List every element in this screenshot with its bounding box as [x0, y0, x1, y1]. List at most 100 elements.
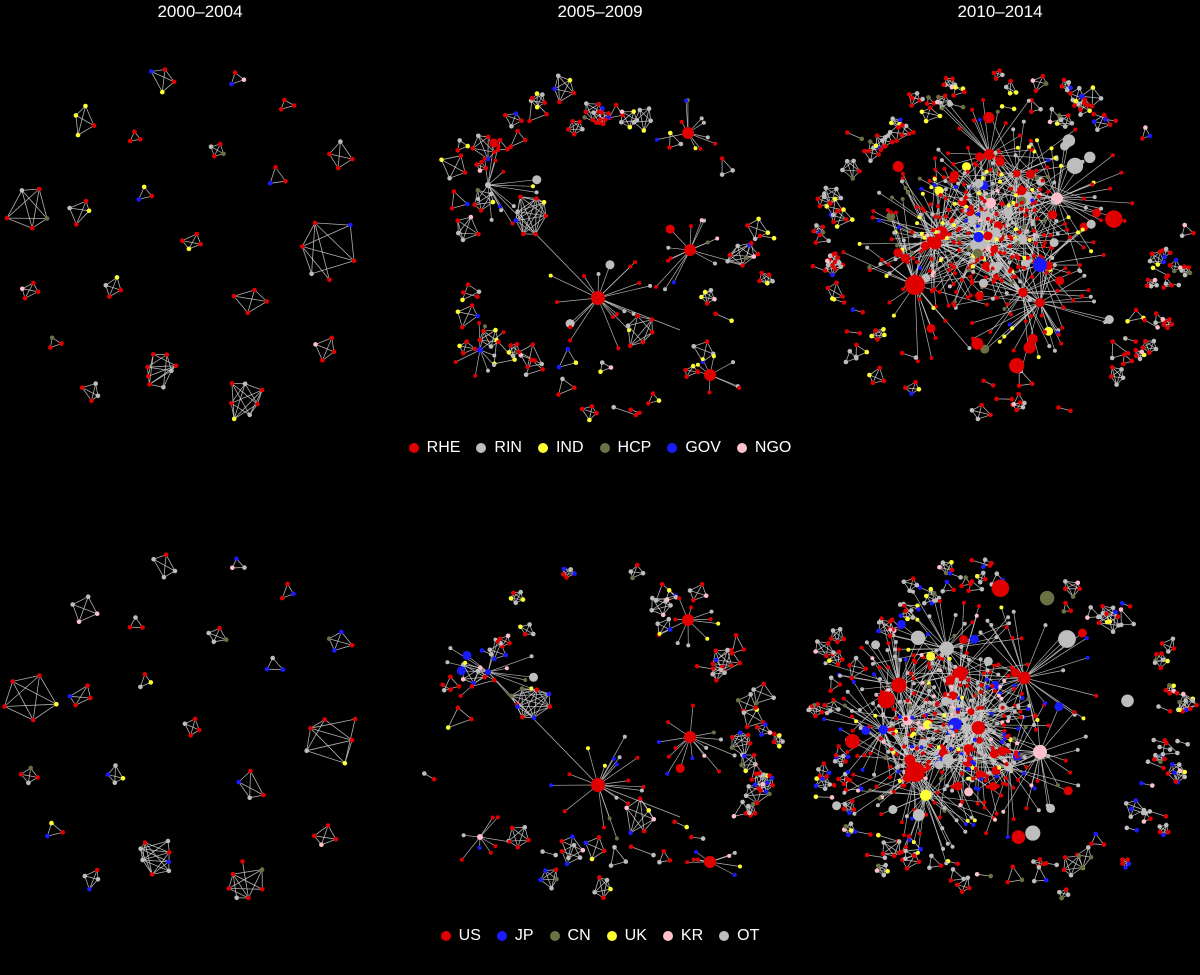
network-node: [1153, 320, 1158, 326]
network-edge: [306, 750, 346, 764]
network-edge: [847, 132, 862, 140]
network-node: [991, 279, 996, 284]
network-node: [1007, 269, 1012, 274]
network-edge: [82, 387, 99, 397]
network-edge: [558, 387, 575, 395]
network-node: [906, 92, 912, 97]
network-edge: [875, 715, 908, 721]
network-node: [510, 221, 515, 226]
network-node: [525, 364, 530, 370]
network-node: [1014, 285, 1019, 290]
network-node: [490, 815, 495, 820]
network-node: [704, 745, 709, 750]
network-node: [950, 867, 956, 872]
network-node: [513, 218, 518, 223]
network-node: [943, 187, 948, 192]
network-edge: [842, 160, 854, 171]
network-node: [73, 113, 79, 118]
network-node: [666, 754, 671, 759]
network-node: [527, 118, 532, 124]
network-edge: [1007, 879, 1023, 883]
network-node: [506, 350, 512, 355]
network-node: [1187, 270, 1193, 276]
network-node: [710, 666, 716, 671]
network-node: [648, 118, 653, 124]
network-node: [641, 828, 647, 834]
network-edge: [489, 649, 506, 656]
network-node: [1120, 857, 1125, 862]
network-node: [966, 588, 971, 594]
network-node: [473, 373, 478, 378]
network-edge: [756, 697, 774, 704]
network-edge: [520, 196, 536, 235]
network-edge: [562, 378, 575, 389]
network-edge: [75, 115, 79, 136]
network-edge: [1125, 803, 1132, 817]
network-edge: [301, 222, 316, 247]
network-node: [1023, 213, 1028, 218]
network-edge: [108, 277, 118, 297]
network-edge: [961, 877, 969, 892]
network-node: [1036, 864, 1042, 870]
network-node: [969, 557, 974, 563]
network-node: [478, 665, 483, 670]
network-edge: [301, 246, 312, 274]
network-node: [930, 273, 935, 278]
network-edge: [21, 190, 33, 229]
network-node: [675, 763, 685, 773]
network-edge: [959, 128, 990, 155]
network-node: [831, 650, 836, 655]
network-node: [145, 373, 151, 379]
network-node: [1124, 825, 1130, 831]
network-node: [534, 190, 539, 195]
network-node: [501, 169, 506, 174]
network-edge: [914, 284, 919, 362]
network-node: [824, 774, 829, 779]
network-node: [932, 156, 937, 161]
network-edge: [748, 786, 758, 804]
network-node: [1065, 227, 1070, 232]
network-node: [133, 615, 138, 620]
network-edge: [479, 349, 489, 371]
network-node: [1088, 854, 1094, 860]
network-edge: [508, 826, 526, 842]
network-edge: [75, 685, 88, 706]
network-edge: [457, 311, 478, 317]
network-edge: [1130, 809, 1145, 818]
network-node: [1025, 169, 1035, 179]
network-node: [945, 221, 950, 226]
network-node: [682, 614, 694, 626]
network-edge: [946, 727, 979, 786]
network-node: [913, 355, 919, 360]
network-node: [993, 150, 998, 155]
network-node: [1141, 819, 1147, 824]
network-node: [457, 138, 463, 143]
network-edge: [142, 859, 153, 875]
network-edge: [1016, 173, 1059, 234]
network-node: [127, 138, 133, 144]
network-edge: [462, 233, 479, 241]
network-node: [833, 753, 839, 758]
network-edge: [487, 184, 515, 207]
network-node: [930, 212, 935, 217]
network-node: [1060, 325, 1065, 330]
network-node: [469, 303, 475, 308]
network-edge: [161, 69, 166, 93]
network-edge: [914, 771, 944, 850]
network-node: [1033, 241, 1038, 246]
network-edge: [1001, 607, 1025, 679]
network-edge: [608, 104, 617, 119]
network-edge: [643, 818, 655, 832]
network-node: [902, 603, 907, 608]
network-edge: [731, 732, 741, 748]
network-edge: [1013, 611, 1025, 678]
network-edge: [851, 716, 916, 773]
network-edge: [487, 171, 504, 186]
network-node: [531, 184, 535, 189]
network-edge: [1016, 173, 1053, 203]
network-node: [628, 407, 633, 413]
network-edge: [916, 206, 981, 235]
network-edge: [232, 874, 238, 898]
network-edge: [815, 784, 830, 787]
network-edge: [1036, 140, 1058, 199]
